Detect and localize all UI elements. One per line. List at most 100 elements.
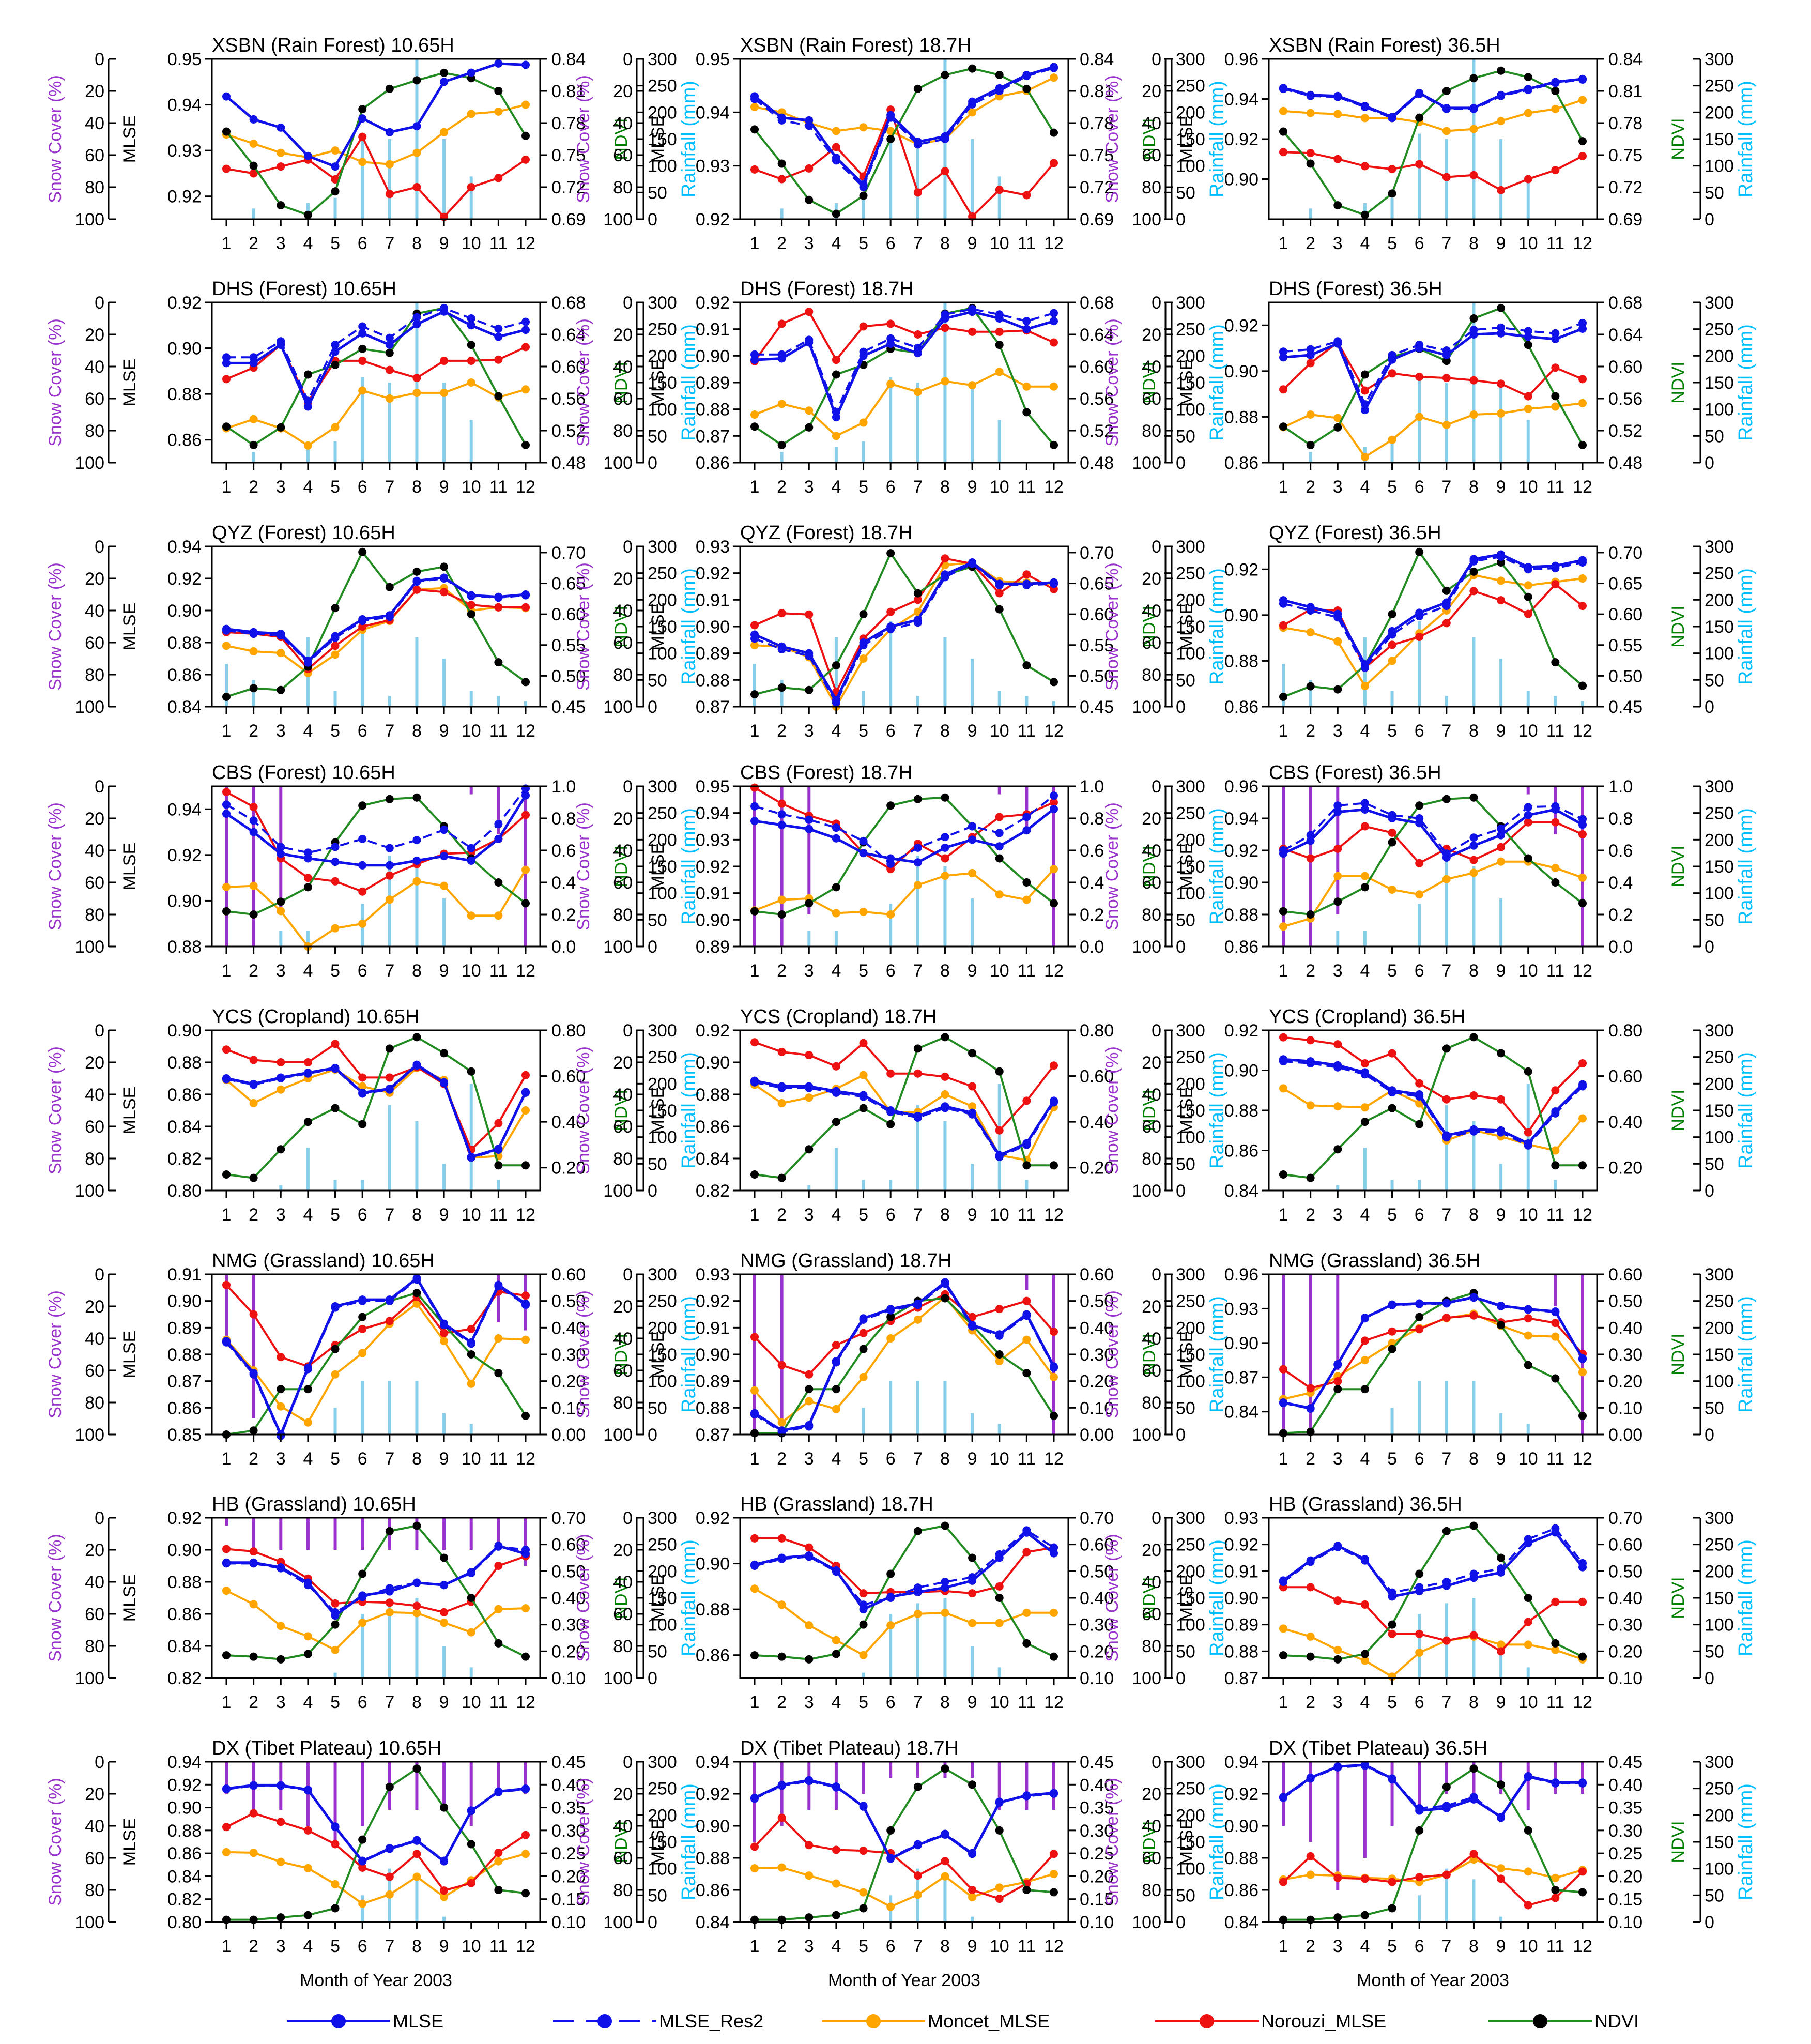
rain-tick-label: 300 xyxy=(1176,1265,1205,1285)
mlse-point xyxy=(913,1841,922,1850)
ndvi-point xyxy=(832,370,840,379)
mlse-tick-label: 0.90 xyxy=(167,1021,202,1041)
mlse-point xyxy=(1442,350,1451,359)
month-tick-label: 1 xyxy=(750,961,760,981)
snow-cover-bar xyxy=(252,786,255,947)
snow-axis-title: Snow Cover (%) xyxy=(1102,1046,1122,1174)
mlse-point xyxy=(1442,1581,1451,1590)
ndvi-tick-label: 0.70 xyxy=(1608,1508,1643,1528)
mlse-point xyxy=(1551,334,1560,343)
ndvi-axis-title: NDVI xyxy=(611,605,631,647)
moncet-mlse-point xyxy=(1360,114,1369,123)
ndvi-line xyxy=(1282,69,1584,216)
ndvi-point xyxy=(467,1350,475,1359)
panel-title: YCS (Cropland) 10.65H xyxy=(212,1006,419,1028)
ndvi-tick-label: 0.40 xyxy=(551,1775,586,1795)
rainfall-bar xyxy=(971,1164,974,1191)
mlse-tick-label: 0.92 xyxy=(1224,1021,1259,1041)
month-tick-label: 2 xyxy=(777,477,787,497)
ndvi-point xyxy=(249,1652,258,1661)
month-tick-label: 2 xyxy=(249,1449,258,1469)
mlse-axis-title: MLSE xyxy=(648,115,668,163)
rain-tick-label: 250 xyxy=(1176,77,1205,96)
ndvi-axis-title: NDVI xyxy=(1140,361,1159,403)
norouzi-mlse-point xyxy=(832,1340,840,1349)
rain-tick-label: 200 xyxy=(1705,830,1734,850)
norouzi-mlse-point xyxy=(521,1831,530,1839)
moncet-mlse-point xyxy=(521,100,530,109)
month-tick-label: 12 xyxy=(516,961,535,981)
mlse-point xyxy=(1050,1096,1058,1105)
month-tick-label: 7 xyxy=(1441,477,1451,497)
ndvi-tick-label: 0.69 xyxy=(551,210,586,230)
ndvi-point xyxy=(521,899,530,908)
moncet-mlse-point xyxy=(750,1386,759,1395)
rainfall-bar xyxy=(1526,1667,1530,1678)
moncet-mlse-line xyxy=(226,587,526,675)
snow-tick-label: 0 xyxy=(1152,1021,1161,1041)
snow-tick-label: 40 xyxy=(85,114,104,133)
mlse-point xyxy=(995,842,1004,851)
rainfall-bar xyxy=(1445,1105,1448,1191)
snow-tick-label: 60 xyxy=(85,1361,104,1381)
rainfall-bar xyxy=(333,1180,337,1191)
mlse-tick-label: 0.88 xyxy=(167,1821,202,1841)
panel-title: DHS (Forest) 10.65H xyxy=(212,278,396,300)
mlse-tick-label: 0.84 xyxy=(167,1117,202,1137)
norouzi-mlse-point xyxy=(358,132,367,141)
ndvi-point xyxy=(1578,899,1587,908)
mlse-tick-label: 0.88 xyxy=(696,1398,730,1418)
month-tick-label: 5 xyxy=(330,1936,340,1956)
norouzi-mlse-point xyxy=(1388,1327,1396,1336)
moncet-mlse-line xyxy=(226,1590,526,1652)
snow-cover-bar xyxy=(1025,1762,1029,1810)
ndvi-point xyxy=(1360,1118,1369,1126)
month-tick-label: 10 xyxy=(462,1205,481,1225)
month-tick-label: 1 xyxy=(1279,477,1288,497)
month-tick-label: 11 xyxy=(1546,1205,1564,1225)
snow-axis-title: Snow Cover (%) xyxy=(45,1534,65,1662)
snow-tick-label: 100 xyxy=(1132,937,1161,957)
snow-tick-label: 80 xyxy=(85,1149,104,1169)
month-tick-label: 5 xyxy=(1387,234,1397,253)
moncet-mlse-point xyxy=(440,881,449,890)
ndvi-point xyxy=(521,1161,530,1170)
norouzi-mlse-point xyxy=(1388,640,1396,649)
snow-cover-bar xyxy=(1418,1762,1421,1810)
ndvi-tick-label: 0.50 xyxy=(551,1562,586,1581)
norouzi-mlse-point xyxy=(1022,191,1031,200)
moncet-mlse-point xyxy=(1497,409,1506,418)
month-tick-label: 12 xyxy=(1573,234,1592,253)
legend-mlse_res2-marker xyxy=(597,2014,612,2028)
mlse-point xyxy=(521,1088,530,1096)
norouzi-mlse-point xyxy=(467,356,475,365)
mlse-point xyxy=(385,340,394,349)
month-tick-label: 6 xyxy=(358,1205,367,1225)
rainfall-bar xyxy=(1472,866,1476,947)
moncet-mlse-point xyxy=(886,1334,895,1343)
rain-tick-label: 200 xyxy=(648,1562,677,1581)
rain-tick-label: 100 xyxy=(1705,1128,1734,1148)
panel-3: XSBN (Rain Forest) 36.5H0.900.920.940.96… xyxy=(1102,35,1757,253)
norouzi-mlse-point xyxy=(1442,1636,1451,1645)
panel-title: DX (Tibet Plateau) 36.5H xyxy=(1269,1737,1487,1759)
mlse-point xyxy=(1388,1774,1396,1783)
month-tick-label: 10 xyxy=(990,1692,1009,1712)
ndvi-point xyxy=(750,907,759,916)
rain-tick-label: 100 xyxy=(1705,884,1734,904)
month-tick-label: 3 xyxy=(1333,1205,1343,1225)
norouzi-mlse-point xyxy=(859,1329,868,1337)
moncet-mlse-point xyxy=(358,919,367,928)
norouzi-mlse-point xyxy=(494,603,503,612)
snow-tick-label: 40 xyxy=(613,357,633,377)
moncet-mlse-point xyxy=(1524,1331,1532,1340)
snow-tick-label: 60 xyxy=(85,389,104,409)
mlse-axis-title: MLSE xyxy=(1177,115,1196,163)
ndvi-point xyxy=(440,1803,449,1812)
mlse-point xyxy=(1360,406,1369,415)
mlse-point xyxy=(750,1560,759,1569)
moncet-mlse-point xyxy=(859,654,868,663)
mlse-point xyxy=(913,1299,922,1308)
mlse-point xyxy=(913,1588,922,1596)
